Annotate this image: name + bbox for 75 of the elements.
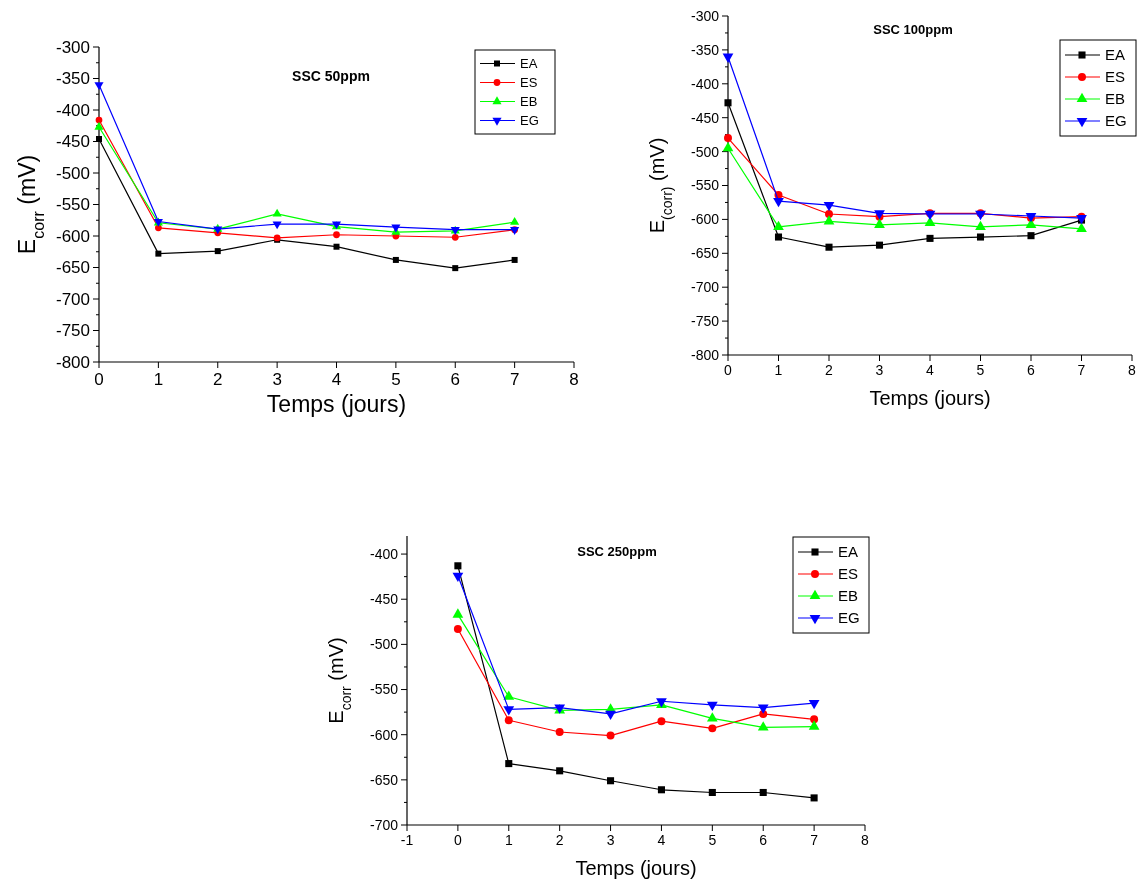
x-tick-label: 2 xyxy=(213,369,223,389)
x-tick-label: 7 xyxy=(1077,362,1086,379)
text: SSC 250ppm xyxy=(577,544,657,559)
y-tick-label: -400 xyxy=(55,100,90,120)
x-tick-label: 7 xyxy=(509,369,520,389)
x-tick-label: 5 xyxy=(976,362,985,379)
y-tick-label: -600 xyxy=(690,211,720,228)
y-tick-label: -400 xyxy=(369,545,399,562)
x-axis-title: Temps (jours) xyxy=(869,387,991,409)
x-tick-label: 5 xyxy=(708,832,717,849)
y-tick-label: -550 xyxy=(690,177,720,194)
x-axis-title: Temps (jours) xyxy=(266,391,407,417)
legend-label: EG xyxy=(1105,112,1127,130)
y-tick-label: -500 xyxy=(369,636,399,653)
y-tick-label: -700 xyxy=(55,289,90,309)
y-tick-label: -650 xyxy=(369,771,399,788)
legend-label: EA xyxy=(838,543,859,561)
y-tick-label: -350 xyxy=(55,69,90,89)
x-tick-label: 4 xyxy=(657,832,666,849)
y-tick-label: -550 xyxy=(369,681,399,698)
x-tick-label: 1 xyxy=(774,362,783,379)
legend-label: EA xyxy=(1105,46,1126,64)
y-tick-label: -700 xyxy=(690,279,720,296)
y-tick-label: -650 xyxy=(55,258,90,278)
x-tick-label: 8 xyxy=(861,832,870,849)
x-tick-label: 3 xyxy=(272,369,282,389)
x-tick-label: 2 xyxy=(555,832,564,849)
legend-label: ES xyxy=(838,565,859,583)
x-tick-label: 3 xyxy=(875,362,884,379)
x-tick-label: 6 xyxy=(450,369,460,389)
x-tick-label: 5 xyxy=(391,369,401,389)
x-tick-label: 0 xyxy=(724,362,733,379)
y-tick-label: -650 xyxy=(690,245,720,262)
legend-label: EB xyxy=(1105,90,1126,108)
text: SSC 100ppm xyxy=(873,22,953,37)
legend-label: ES xyxy=(1105,68,1126,86)
text: SSC 50ppm xyxy=(292,68,370,84)
x-tick-label: 8 xyxy=(1128,362,1137,379)
x-tick-label: 4 xyxy=(331,369,342,389)
x-tick-label: 6 xyxy=(1027,362,1036,379)
legend-label: EG xyxy=(838,609,860,627)
legend-label: EB xyxy=(520,94,538,110)
x-tick-label: 6 xyxy=(759,832,768,849)
x-tick-label: 3 xyxy=(606,832,615,849)
y-tick-label: -500 xyxy=(690,143,720,160)
y-tick-label: -300 xyxy=(690,7,720,24)
y-tick-label: -400 xyxy=(690,75,720,92)
y-tick-label: -450 xyxy=(369,591,399,608)
x-tick-label: 7 xyxy=(810,832,819,849)
y-tick-label: -700 xyxy=(369,816,399,833)
x-tick-label: -1 xyxy=(400,832,414,849)
legend-label: EA xyxy=(520,56,538,72)
y-tick-label: -300 xyxy=(55,37,90,57)
y-tick-label: -500 xyxy=(55,163,90,183)
y-tick-label: -800 xyxy=(55,352,90,372)
legend-label: EB xyxy=(838,587,859,605)
y-tick-label: -800 xyxy=(690,346,720,363)
y-tick-label: -550 xyxy=(55,195,90,215)
x-tick-label: 2 xyxy=(825,362,834,379)
legend-label: ES xyxy=(520,75,538,91)
legend-label: EG xyxy=(520,113,539,129)
y-tick-label: -750 xyxy=(55,321,90,341)
y-tick-label: -600 xyxy=(369,726,399,743)
y-tick-label: -750 xyxy=(690,313,720,329)
y-tick-label: -600 xyxy=(55,226,90,246)
x-tick-label: 8 xyxy=(569,369,579,389)
x-axis-title: Temps (jours) xyxy=(575,857,697,879)
x-tick-label: 0 xyxy=(453,832,462,849)
y-tick-label: -450 xyxy=(55,132,90,152)
y-tick-label: -450 xyxy=(690,109,720,126)
y-tick-label: -350 xyxy=(690,41,720,58)
x-tick-label: 0 xyxy=(94,369,104,389)
x-tick-label: 1 xyxy=(153,369,164,389)
x-tick-label: 1 xyxy=(504,832,513,849)
x-tick-label: 4 xyxy=(926,362,935,379)
